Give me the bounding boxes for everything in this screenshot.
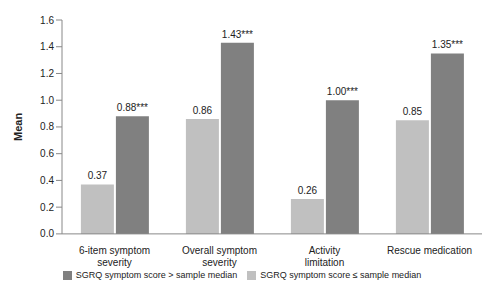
svg-text:0.6: 0.6 xyxy=(40,148,54,159)
svg-text:1.43***: 1.43*** xyxy=(222,29,253,40)
svg-text:0.4: 0.4 xyxy=(40,175,54,186)
svg-text:6-item symptomseverity: 6-item symptomseverity xyxy=(79,245,150,268)
svg-text:1.35***: 1.35*** xyxy=(432,39,463,50)
svg-text:0.85: 0.85 xyxy=(403,106,423,117)
svg-text:1.6: 1.6 xyxy=(40,15,54,26)
svg-text:0.2: 0.2 xyxy=(40,202,54,213)
svg-text:Overall symptomseverity: Overall symptomseverity xyxy=(182,245,257,268)
svg-text:1.0: 1.0 xyxy=(40,95,54,106)
svg-text:0.26: 0.26 xyxy=(298,185,318,196)
svg-text:1.4: 1.4 xyxy=(40,41,54,52)
svg-text:0.0: 0.0 xyxy=(40,228,54,239)
svg-text:0.86: 0.86 xyxy=(193,105,213,116)
svg-text:0.88***: 0.88*** xyxy=(117,102,148,113)
svg-text:Activitylimitation: Activitylimitation xyxy=(305,245,344,268)
svg-text:1.00***: 1.00*** xyxy=(327,86,358,97)
svg-text:0.8: 0.8 xyxy=(40,121,54,132)
svg-text:Rescue medication: Rescue medication xyxy=(387,245,472,256)
html-text:SGRQ symptom score > sample me: SGRQ symptom score > sample median xyxy=(75,269,238,280)
svg-text:1.2: 1.2 xyxy=(40,68,54,79)
html-text:SGRQ symptom score ≤ sample me: SGRQ symptom score ≤ sample median xyxy=(260,269,422,280)
svg-text:Mean: Mean xyxy=(12,113,24,141)
svg-text:0.37: 0.37 xyxy=(88,170,108,181)
